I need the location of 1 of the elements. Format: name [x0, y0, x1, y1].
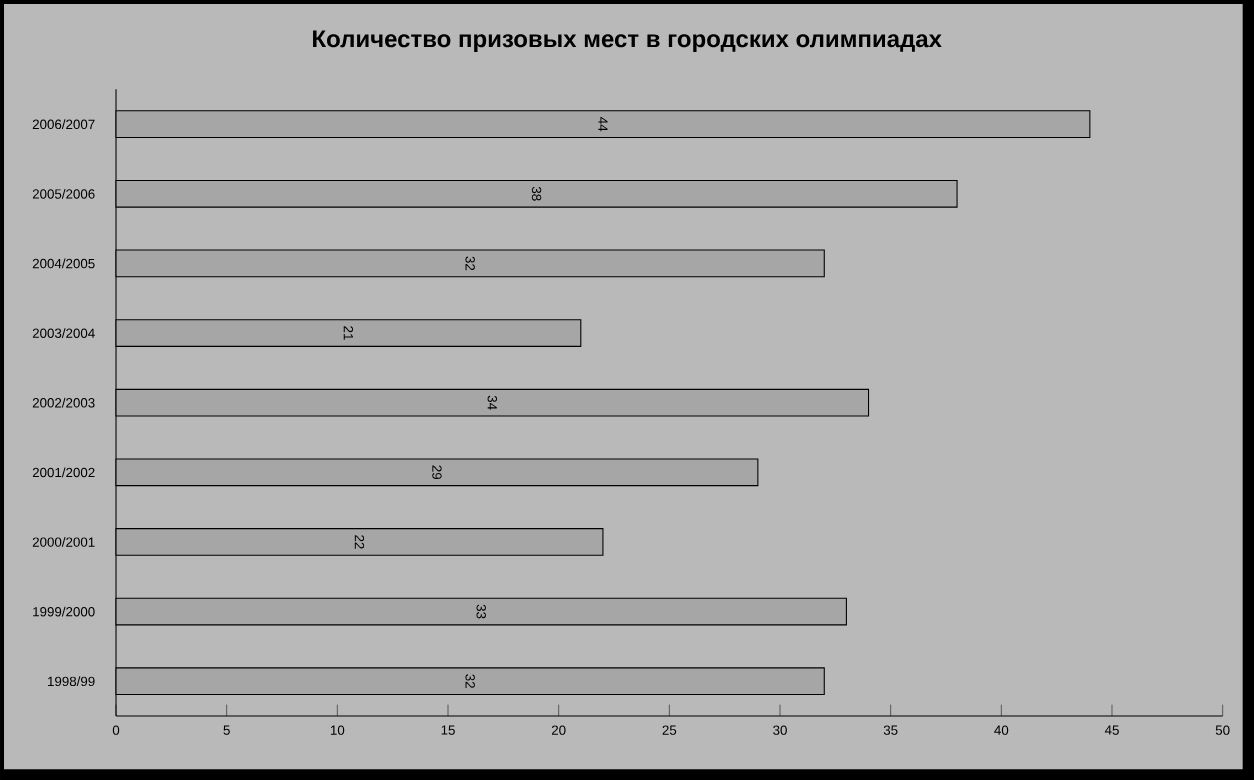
chart-title: Количество призовых мест в городских олимпиадах	[313, 30, 942, 53]
